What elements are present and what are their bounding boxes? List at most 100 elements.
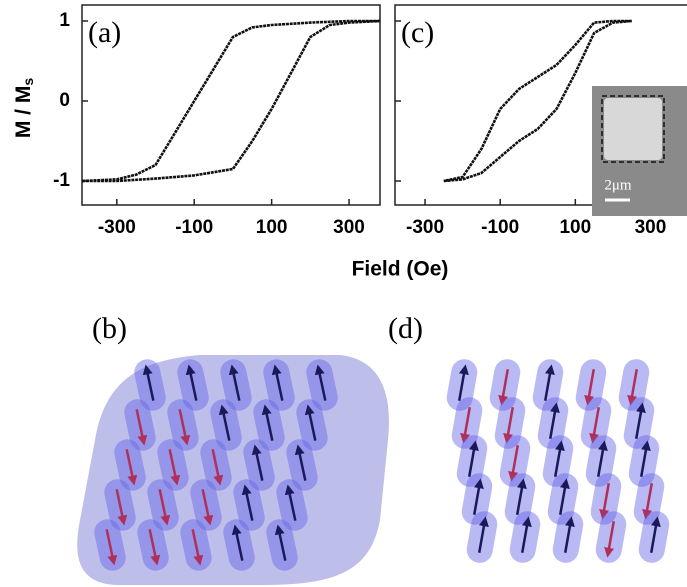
spin-cell <box>537 397 569 449</box>
panel-label: (c) <box>401 16 434 49</box>
spin-arrow <box>599 483 611 520</box>
spin-cell <box>180 519 212 571</box>
spin-cell <box>94 519 126 571</box>
spin-arrow <box>185 364 198 401</box>
spin-arrow <box>178 409 191 446</box>
spin-cell <box>114 439 146 491</box>
spin-cell <box>532 359 564 411</box>
spin-arrow <box>274 524 287 561</box>
spin-arrow <box>584 369 596 406</box>
spin-arrow <box>642 483 654 520</box>
spin-arrow <box>314 364 327 401</box>
spin-cell <box>494 397 526 449</box>
spin-cell <box>547 473 579 525</box>
spin-arrow <box>515 478 527 515</box>
spin-cell <box>575 359 607 411</box>
spin-arrow <box>543 364 555 401</box>
plot-frame <box>81 4 381 206</box>
spin-cell <box>276 479 308 531</box>
diagram-label: (d) <box>388 312 423 345</box>
spin-cell <box>595 511 627 563</box>
spin-arrow <box>508 445 520 482</box>
spin-cell <box>177 359 209 411</box>
spin-cell <box>157 439 189 491</box>
y-tick-label: -1 <box>53 170 70 191</box>
spin-arrow <box>284 484 297 521</box>
spin-cell <box>499 435 531 487</box>
spin-cell <box>134 359 166 411</box>
spin-cell <box>233 479 265 531</box>
spin-arrow <box>634 402 646 439</box>
x-tick-label: 100 <box>256 217 288 238</box>
diagram-label: (b) <box>92 312 127 345</box>
spin-arrow <box>457 364 469 401</box>
spin-arrow <box>125 449 138 486</box>
spin-cell <box>633 473 665 525</box>
spin-arrow <box>460 407 472 444</box>
y-tick-label: 0 <box>59 90 70 111</box>
spin-arrow <box>639 440 651 477</box>
y-axis-label-main: M / M <box>12 86 35 139</box>
spin-cell <box>220 359 252 411</box>
y-axis-label-subscript: s <box>20 78 36 86</box>
spin-cell <box>266 519 298 571</box>
spin-cell <box>167 399 199 451</box>
spin-arrow <box>135 409 148 446</box>
spin-arrow <box>553 440 565 477</box>
y-tick-label: 1 <box>59 10 70 31</box>
spin-cell <box>466 511 498 563</box>
spin-cell <box>200 439 232 491</box>
spin-arrow <box>105 529 118 566</box>
x-tick-label: 100 <box>559 217 591 238</box>
x-tick-label: 300 <box>333 217 365 238</box>
y-axis-label: M / Ms <box>12 78 36 139</box>
spin-cell <box>580 397 612 449</box>
spin-cell <box>590 473 622 525</box>
spin-cell <box>253 399 285 451</box>
x-tick-label: -100 <box>481 217 519 238</box>
spin-cell <box>451 397 483 449</box>
spin-arrow <box>563 516 575 553</box>
panel-label: (a) <box>88 16 121 49</box>
hysteresis-branch <box>443 19 632 183</box>
spin-cell <box>286 439 318 491</box>
inset-image: 2μm <box>592 86 687 216</box>
spin-cell <box>243 439 275 491</box>
x-tick-label: -300 <box>406 217 444 238</box>
spin-cell <box>147 479 179 531</box>
spin-cell <box>137 519 169 571</box>
spin-arrow <box>649 516 661 553</box>
spin-arrow <box>218 404 231 441</box>
spin-cell <box>190 479 222 531</box>
spin-arrow <box>477 516 489 553</box>
spin-cell <box>104 479 136 531</box>
x-tick-label: -300 <box>98 217 136 238</box>
spin-cell <box>223 519 255 571</box>
spin-cell <box>552 511 584 563</box>
spin-arrow <box>503 407 515 444</box>
spin-arrow <box>548 402 560 439</box>
spin-cell <box>542 435 574 487</box>
spin-cell <box>456 435 488 487</box>
spin-arrow <box>231 524 244 561</box>
spin-cell <box>210 399 242 451</box>
spin-cell <box>489 359 521 411</box>
spin-cell <box>623 397 655 449</box>
spin-cell <box>306 359 338 411</box>
x-tick-label: 300 <box>635 217 667 238</box>
spin-arrow <box>115 489 128 526</box>
spin-arrow <box>498 369 510 406</box>
spin-cell <box>296 399 328 451</box>
spin-cell <box>638 511 670 563</box>
spin-arrow <box>589 407 601 444</box>
hysteresis-branch <box>82 19 381 183</box>
spin-arrow <box>148 529 161 566</box>
spin-cell <box>446 359 478 411</box>
spin-cell <box>124 399 156 451</box>
inset-scale-label: 2μm <box>604 177 632 193</box>
spin-arrow <box>604 521 616 558</box>
x-axis-label: Field (Oe) <box>352 258 449 281</box>
spin-arrow <box>261 404 274 441</box>
hysteresis-branch <box>81 19 380 183</box>
spin-arrow <box>168 449 181 486</box>
